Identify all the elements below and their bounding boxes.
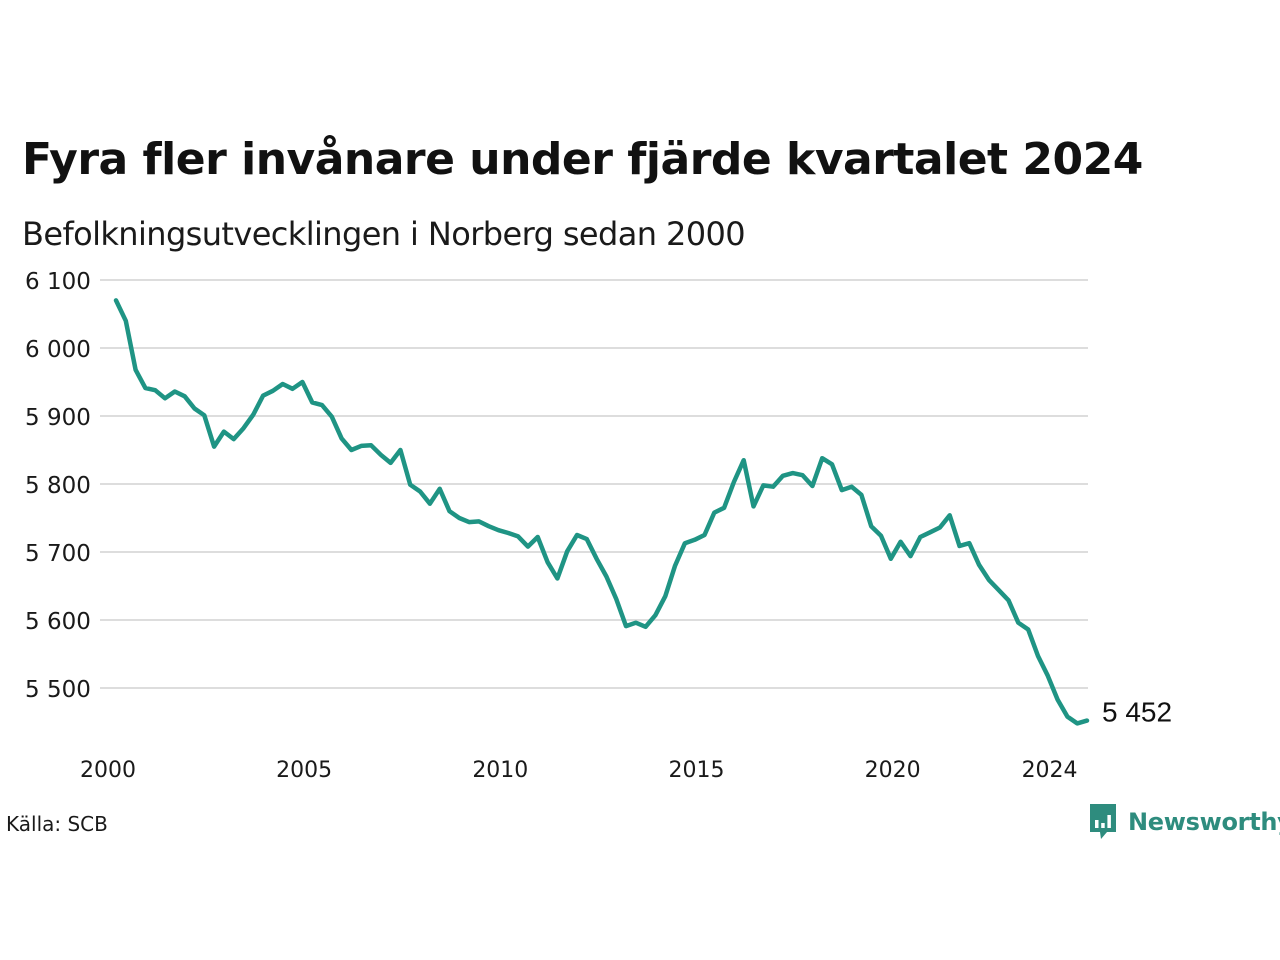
y-tick-label: 5 800	[25, 473, 91, 499]
x-tick-label: 2015	[668, 758, 724, 783]
logo-text: Newsworthy	[1128, 808, 1280, 836]
x-tick-label: 2005	[276, 758, 332, 783]
y-tick-label: 5 500	[25, 677, 91, 703]
newsworthy-logo: Newsworthy	[1088, 802, 1280, 842]
chart-title: Fyra fler invånare under fjärde kvartale…	[22, 134, 1143, 185]
x-tick-label: 2000	[80, 758, 136, 783]
gridlines	[100, 279, 1088, 689]
x-tick-label: 2010	[472, 758, 528, 783]
series-layer	[113, 298, 1090, 726]
x-axis-tick-labels: 2000 2005 2010 2015 2020 2024	[80, 758, 1078, 783]
y-tick-label: 5 700	[25, 541, 91, 567]
x-tick-label: 2020	[865, 758, 921, 783]
y-tick-label: 5 600	[25, 609, 91, 635]
source-note: Källa: SCB	[6, 812, 108, 836]
chart-subtitle: Befolkningsutvecklingen i Norberg sedan …	[22, 215, 746, 253]
data-label-layer: 5 452	[1102, 697, 1172, 728]
x-tick-label: 2024	[1022, 758, 1078, 783]
bar-chart-speech-bubble-icon	[1090, 804, 1116, 839]
y-tick-label: 6 000	[25, 337, 91, 363]
y-tick-label: 6 100	[25, 269, 91, 295]
y-tick-label: 5 900	[25, 405, 91, 431]
end-value-label: 5 452	[1102, 697, 1172, 728]
y-axis-tick-labels: 5 500 5 600 5 700 5 800 5 900 6 000 6 100	[25, 269, 91, 703]
series-line-0	[113, 298, 1090, 726]
